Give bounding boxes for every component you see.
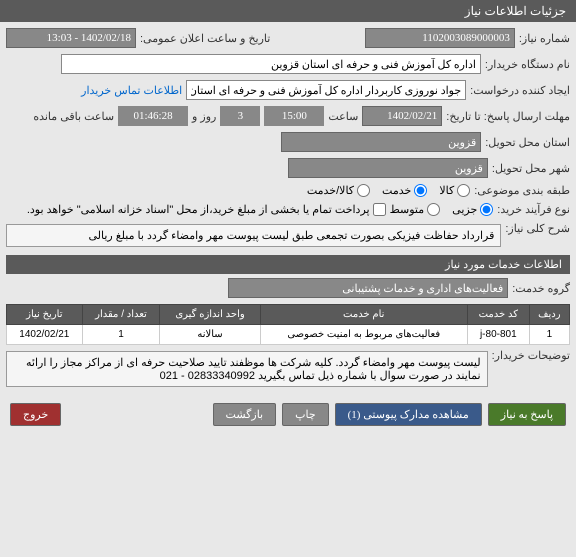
th-3: واحد اندازه گیری [160, 305, 260, 325]
table-head: ردیف کد خدمت نام خدمت واحد اندازه گیری ت… [7, 305, 570, 325]
radio-kala-khadmat-label: کالا/خدمت [307, 184, 354, 197]
payment-check-item[interactable]: پرداخت تمام یا بخشی از مبلغ خرید،از محل … [27, 203, 386, 216]
city-input[interactable] [288, 158, 488, 178]
th-5: تاریخ نیاز [7, 305, 83, 325]
buyer-org-input[interactable] [61, 54, 481, 74]
radio-khadmat-label: خدمت [382, 184, 411, 197]
radio-motevaset[interactable] [427, 203, 440, 216]
td-3: سالانه [160, 325, 260, 345]
print-button[interactable]: چاپ [282, 403, 329, 426]
radio-kala-item[interactable]: کالا [439, 184, 470, 197]
th-0: ردیف [529, 305, 569, 325]
row-buyer-org: نام دستگاه خریدار: [6, 54, 570, 74]
requester-input[interactable] [186, 80, 466, 100]
row-need-number: شماره نیاز: تاریخ و ساعت اعلان عمومی: [6, 28, 570, 48]
td-1: j-80-801 [467, 325, 529, 345]
service-group-label: گروه خدمت: [512, 282, 570, 295]
deadline-time-input[interactable] [264, 106, 324, 126]
radio-kala-khadmat[interactable] [357, 184, 370, 197]
row-general-desc: شرح کلی نیاز: قرارداد حفاظت فیزیکی بصورت… [6, 222, 570, 249]
buyer-notes-box: لیست پیوست مهر وامضاء گردد. کلیه شرکت ها… [6, 351, 488, 387]
respond-button[interactable]: پاسخ به نیاز [488, 403, 566, 426]
window-title: جزئیات اطلاعات نیاز [0, 0, 576, 22]
radio-motevaset-item[interactable]: متوسط [390, 203, 441, 216]
th-2: نام خدمت [260, 305, 467, 325]
announce-date-label: تاریخ و ساعت اعلان عمومی: [140, 32, 270, 45]
province-label: استان محل تحویل: [485, 136, 570, 149]
deadline-date-input[interactable] [362, 106, 442, 126]
radio-kala-label: کالا [439, 184, 454, 197]
td-0: 1 [529, 325, 569, 345]
radio-jozi-label: جزیی [452, 203, 477, 216]
radio-motevaset-label: متوسط [390, 203, 425, 216]
need-number-label: شماره نیاز: [519, 32, 570, 45]
general-desc-box: قرارداد حفاظت فیزیکی بصورت تجمعی طبق لیس… [6, 224, 501, 247]
general-desc-label: شرح کلی نیاز: [505, 222, 570, 235]
table-body: 1 j-80-801 فعالیت‌های مربوط به امنیت خصو… [7, 325, 570, 345]
td-2: فعالیت‌های مربوط به امنیت خصوصی [260, 325, 467, 345]
row-buyer-notes: توضیحات خریدار: لیست پیوست مهر وامضاء گر… [6, 349, 570, 389]
buyer-notes-label: توضیحات خریدار: [492, 349, 570, 362]
remaining-label: ساعت باقی مانده [33, 110, 114, 123]
days-label: روز و [192, 110, 216, 123]
radio-kala[interactable] [457, 184, 470, 197]
button-bar: پاسخ به نیاز مشاهده مدارک پیوستی (1) چاپ… [6, 395, 570, 434]
city-label: شهر محل تحویل: [492, 162, 570, 175]
services-table: ردیف کد خدمت نام خدمت واحد اندازه گیری ت… [6, 304, 570, 345]
buyer-org-label: نام دستگاه خریدار: [485, 58, 570, 71]
td-5: 1402/02/21 [7, 325, 83, 345]
row-service-group: گروه خدمت: [6, 278, 570, 298]
announce-date-input[interactable] [6, 28, 136, 48]
th-4: تعداد / مقدار [82, 305, 160, 325]
row-subject-type: طبقه بندی موضوعی: کالا خدمت کالا/خدمت [6, 184, 570, 197]
subject-type-label: طبقه بندی موضوعی: [474, 184, 570, 197]
exit-button[interactable]: خروج [10, 403, 61, 426]
th-1: کد خدمت [467, 305, 529, 325]
row-requester: ایجاد کننده درخواست: اطلاعات تماس خریدار [6, 80, 570, 100]
process-type-label: نوع فرآیند خرید: [497, 203, 570, 216]
row-city: شهر محل تحویل: [6, 158, 570, 178]
radio-jozi-item[interactable]: جزیی [452, 203, 493, 216]
services-header: اطلاعات خدمات مورد نیاز [6, 255, 570, 274]
radio-jozi[interactable] [480, 203, 493, 216]
td-4: 1 [82, 325, 160, 345]
payment-note: پرداخت تمام یا بخشی از مبلغ خرید،از محل … [27, 203, 370, 216]
service-group-input[interactable] [228, 278, 508, 298]
radio-khadmat-item[interactable]: خدمت [382, 184, 427, 197]
row-province: استان محل تحویل: [6, 132, 570, 152]
time-label: ساعت [328, 110, 358, 123]
back-button[interactable]: بازگشت [213, 403, 277, 426]
table-row[interactable]: 1 j-80-801 فعالیت‌های مربوط به امنیت خصو… [7, 325, 570, 345]
table-header-row: ردیف کد خدمت نام خدمت واحد اندازه گیری ت… [7, 305, 570, 325]
process-radio-group: جزیی متوسط [390, 203, 494, 216]
subject-radio-group: کالا خدمت کالا/خدمت [307, 184, 470, 197]
need-number-input[interactable] [365, 28, 515, 48]
deadline-label: مهلت ارسال پاسخ: تا تاریخ: [446, 110, 570, 123]
requester-label: ایجاد کننده درخواست: [470, 84, 570, 97]
days-input[interactable] [220, 106, 260, 126]
contact-link[interactable]: اطلاعات تماس خریدار [81, 84, 182, 97]
main-window: جزئیات اطلاعات نیاز شماره نیاز: تاریخ و … [0, 0, 576, 557]
radio-khadmat[interactable] [414, 184, 427, 197]
row-process-type: نوع فرآیند خرید: جزیی متوسط پرداخت تمام … [6, 203, 570, 216]
attachments-button[interactable]: مشاهده مدارک پیوستی (1) [335, 403, 482, 426]
content-area: شماره نیاز: تاریخ و ساعت اعلان عمومی: نا… [0, 22, 576, 440]
radio-kala-khadmat-item[interactable]: کالا/خدمت [307, 184, 370, 197]
row-deadline: مهلت ارسال پاسخ: تا تاریخ: ساعت روز و سا… [6, 106, 570, 126]
remaining-time-input[interactable] [118, 106, 188, 126]
province-input[interactable] [281, 132, 481, 152]
payment-checkbox[interactable] [373, 203, 386, 216]
